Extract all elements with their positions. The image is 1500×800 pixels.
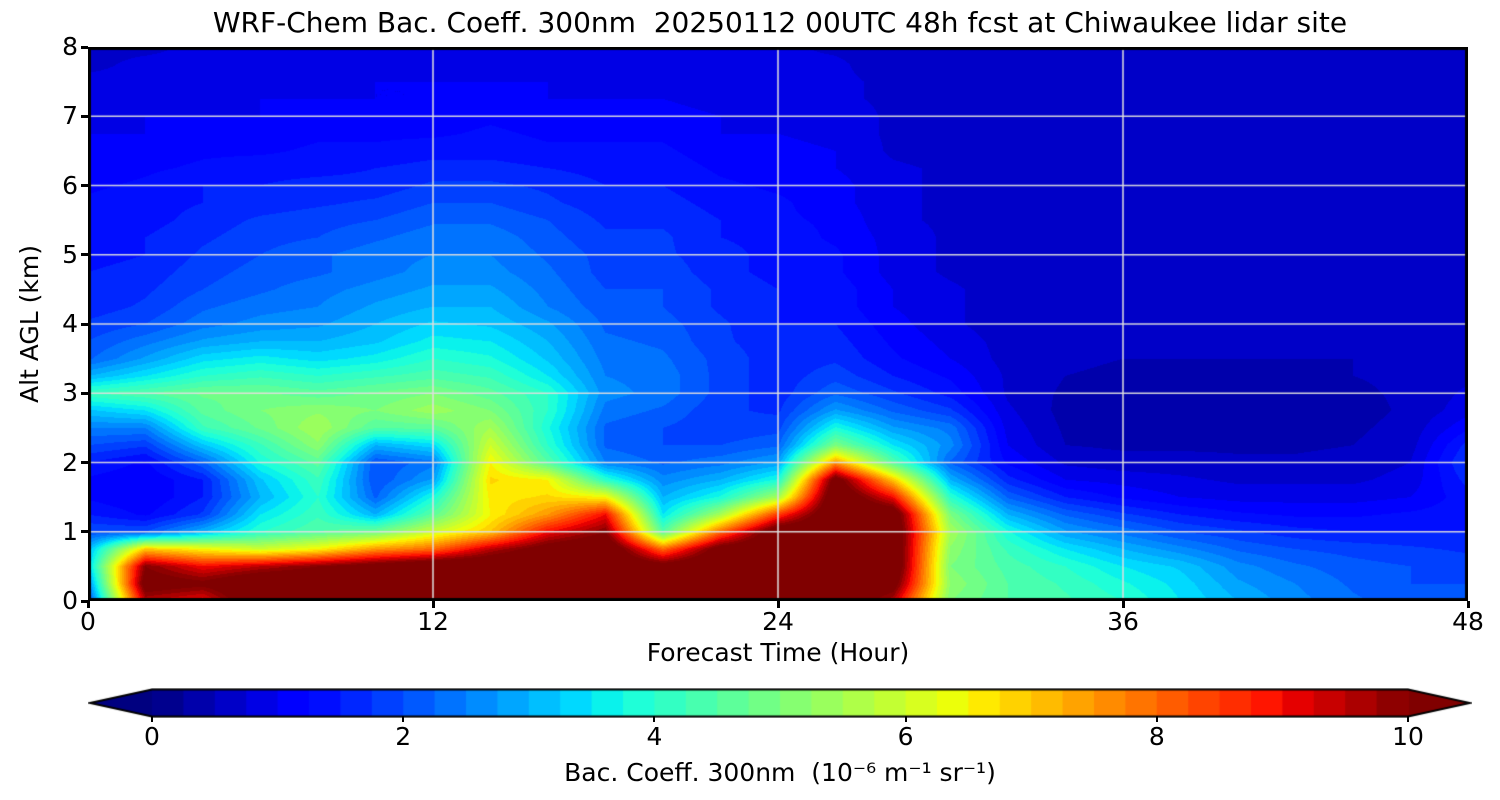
chart-title: WRF-Chem Bac. Coeff. 300nm 20250112 00UT… <box>212 6 1348 39</box>
y-tick-mark <box>81 253 88 257</box>
y-tick-mark <box>81 530 88 534</box>
colorbar-tick-label: 8 <box>1148 722 1165 751</box>
x-tick-mark <box>776 601 780 608</box>
x-tick-mark <box>431 601 435 608</box>
colorbar-tick-label: 0 <box>144 722 160 751</box>
colorbar-tick-mark <box>151 716 153 722</box>
x-tick-label: 12 <box>417 607 449 636</box>
colorbar-tick-label: 4 <box>646 722 663 751</box>
x-tick-mark <box>1466 601 1470 608</box>
y-tick-label: 0 <box>62 586 78 615</box>
y-tick-label: 2 <box>62 447 78 477</box>
colorbar-tick-mark <box>653 716 656 722</box>
y-tick-label: 1 <box>62 516 78 546</box>
y-tick-label: 4 <box>62 309 78 338</box>
y-tick-label: 8 <box>62 32 78 61</box>
y-tick-mark <box>81 461 88 464</box>
colorbar-tick-label: 10 <box>1392 722 1424 751</box>
x-tick-label: 0 <box>80 607 96 636</box>
x-tick-label: 24 <box>762 607 794 636</box>
x-tick-label: 48 <box>1452 607 1484 636</box>
colorbar-tick-mark <box>904 716 907 722</box>
y-tick-mark <box>81 322 88 326</box>
x-tick-mark <box>1121 601 1125 608</box>
y-tick-label: 3 <box>62 378 78 408</box>
y-tick-mark <box>81 599 88 603</box>
y-tick-mark <box>81 114 88 118</box>
colorbar-label: Bac. Coeff. 300nm (10⁻⁶ m⁻¹ sr⁻¹) <box>564 758 996 787</box>
x-axis-label: Forecast Time (Hour) <box>646 638 910 667</box>
y-tick-label: 7 <box>62 101 78 131</box>
y-tick-mark <box>81 391 88 395</box>
x-tick-mark <box>86 601 90 608</box>
colorbar-tick-mark <box>1407 716 1409 722</box>
y-tick-label: 5 <box>62 239 78 269</box>
colorbar-canvas <box>88 688 1472 718</box>
contour-plot-canvas <box>88 47 1468 601</box>
y-tick-label: 6 <box>62 170 78 200</box>
y-tick-mark <box>81 184 88 187</box>
colorbar-tick-label: 6 <box>897 722 914 751</box>
colorbar-tick-mark <box>402 716 405 722</box>
colorbar-tick-label: 2 <box>395 722 412 751</box>
y-tick-mark <box>81 45 88 49</box>
x-tick-label: 36 <box>1107 607 1139 636</box>
colorbar-tick-mark <box>1155 716 1158 722</box>
